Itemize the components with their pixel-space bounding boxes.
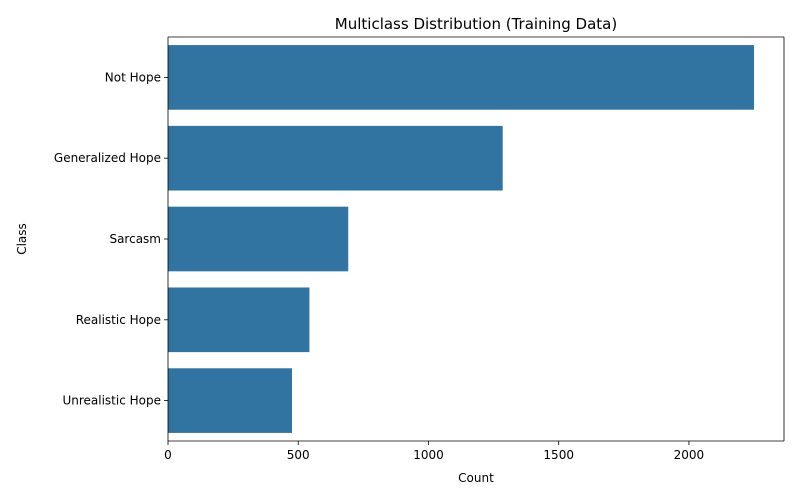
x-axis-label: Count bbox=[458, 471, 494, 485]
bar bbox=[168, 206, 349, 272]
x-axis-ticks: 0 500 1000 1500 2000 bbox=[164, 441, 704, 462]
y-tick-label: Sarcasm bbox=[109, 232, 161, 246]
bar bbox=[168, 125, 503, 191]
y-axis-ticks: Not Hope Generalized Hope Sarcasm Realistic… bbox=[54, 70, 168, 408]
x-tick-label: 1500 bbox=[543, 448, 574, 462]
x-tick-label: 1000 bbox=[413, 448, 444, 462]
y-tick-label: Not Hope bbox=[105, 70, 161, 84]
bar bbox=[168, 45, 755, 110]
bars-group bbox=[168, 45, 755, 433]
chart-title: Multiclass Distribution (Training Data) bbox=[335, 15, 617, 33]
y-tick-label: Generalized Hope bbox=[54, 151, 161, 165]
bar bbox=[168, 287, 310, 353]
x-tick-label: 2000 bbox=[674, 448, 705, 462]
x-tick-label: 0 bbox=[164, 448, 172, 462]
x-tick-label: 500 bbox=[287, 448, 310, 462]
bar bbox=[168, 368, 292, 433]
y-tick-label: Realistic Hope bbox=[76, 313, 161, 327]
y-tick-label: Unrealistic Hope bbox=[62, 394, 161, 408]
y-axis-label: Class bbox=[15, 223, 29, 255]
